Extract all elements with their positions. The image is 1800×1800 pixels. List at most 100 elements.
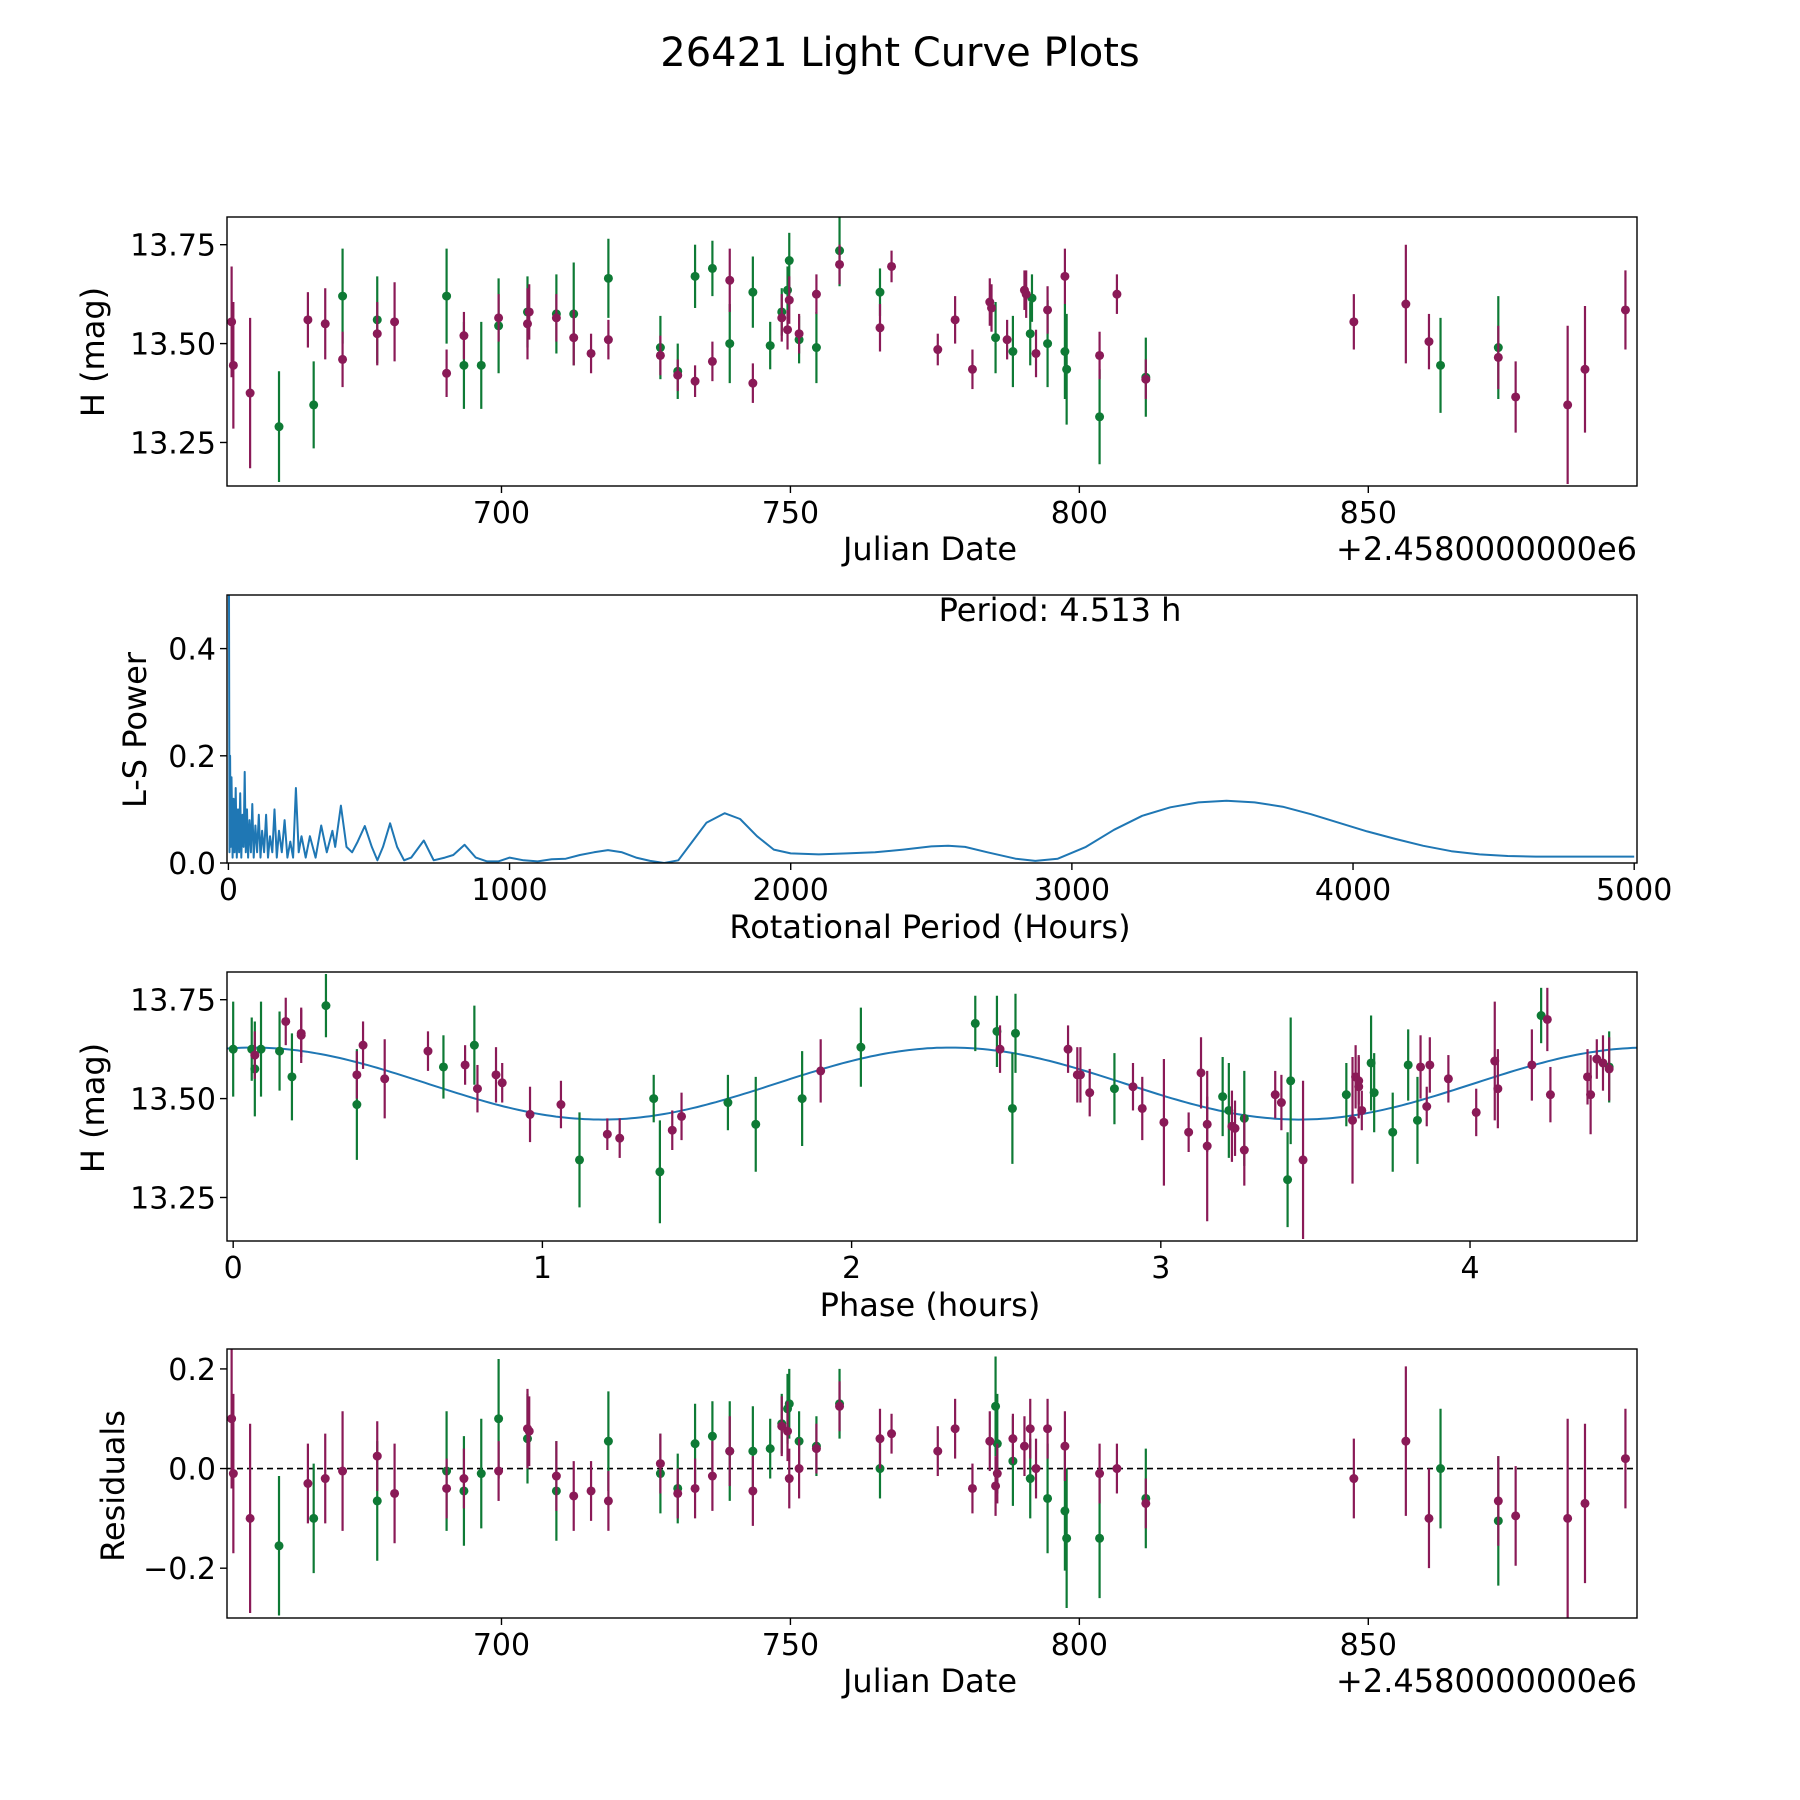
data-marker (1403, 1060, 1413, 1070)
data-point (497, 1062, 507, 1103)
data-marker (1031, 348, 1041, 358)
data-point (442, 349, 452, 397)
data-point (603, 319, 613, 360)
data-point (991, 1456, 1001, 1516)
data-point (556, 1080, 566, 1129)
data-point (1412, 1076, 1422, 1164)
data-marker (1620, 305, 1630, 315)
data-marker (887, 1429, 897, 1439)
data-point (1095, 1443, 1105, 1504)
data-marker (551, 313, 561, 323)
data-point (856, 1007, 866, 1087)
data-marker (1580, 1498, 1590, 1508)
data-marker (303, 1479, 313, 1488)
data-marker (875, 323, 885, 333)
data-marker (1031, 1464, 1041, 1474)
x-tick-label: 1000 (471, 873, 547, 908)
data-marker (603, 1436, 613, 1446)
data-point (673, 359, 683, 392)
data-point (1536, 987, 1546, 1044)
data-point (1471, 1088, 1481, 1137)
data-point (1357, 1090, 1367, 1131)
data-marker (835, 1401, 845, 1411)
data-point (228, 302, 238, 429)
data-point (1043, 1443, 1053, 1554)
data-point (390, 1443, 400, 1544)
data-point (603, 1471, 613, 1531)
data-point (615, 1118, 625, 1158)
data-point (1493, 1456, 1503, 1546)
data-point (1425, 1037, 1435, 1093)
data-point (525, 1086, 535, 1143)
data-point (1493, 1049, 1503, 1129)
data-point (748, 1456, 758, 1526)
data-marker (274, 422, 284, 432)
data-point (1043, 1398, 1053, 1459)
data-point (992, 1443, 1002, 1504)
residuals-x-offset-label: +2.4580000000e6 (1336, 1662, 1637, 1700)
data-marker (655, 1167, 665, 1177)
data-marker (1511, 392, 1521, 402)
y-tick-label: 13.50 (130, 328, 216, 363)
data-point (887, 250, 897, 283)
data-marker (1493, 1084, 1503, 1094)
data-marker (228, 1044, 238, 1054)
phased-axes-frame (226, 971, 1638, 1242)
data-marker (875, 1434, 885, 1444)
data-marker (372, 329, 382, 339)
data-point (1604, 1037, 1614, 1101)
data-marker (748, 1486, 758, 1496)
x-tick-label: 0 (224, 1251, 243, 1286)
data-marker (296, 1030, 306, 1040)
data-marker (603, 335, 613, 345)
data-point (1095, 331, 1105, 380)
data-marker (1095, 1533, 1105, 1543)
data-marker (442, 291, 452, 301)
lightcurve-x-axis-label: Julian Date (841, 530, 1017, 568)
data-marker (1443, 1074, 1453, 1084)
data-marker (551, 1471, 561, 1481)
data-point (372, 1421, 382, 1491)
data-marker (1025, 329, 1035, 339)
data-point (1043, 286, 1053, 334)
data-point (995, 1025, 1005, 1073)
data-marker (352, 1070, 362, 1080)
data-point (338, 331, 348, 388)
data-point (1075, 1047, 1085, 1103)
data-point (1349, 1438, 1359, 1519)
data-point (1062, 313, 1072, 425)
data-point (649, 1074, 659, 1123)
data-point (1493, 325, 1503, 390)
data-point (1063, 1025, 1073, 1073)
data-marker (690, 376, 700, 386)
y-tick-label: 13.50 (130, 1083, 216, 1118)
data-marker (987, 303, 997, 313)
data-marker (476, 1469, 486, 1479)
data-marker (1095, 350, 1105, 360)
data-marker (524, 307, 534, 317)
data-point (950, 1398, 960, 1459)
data-point (887, 1413, 897, 1454)
data-marker (460, 1060, 470, 1070)
data-marker (586, 1486, 596, 1496)
data-point (1085, 1068, 1095, 1117)
data-point (575, 1112, 584, 1208)
data-point (1563, 1418, 1573, 1618)
data-marker (1422, 1102, 1432, 1111)
data-marker (1388, 1127, 1398, 1137)
data-marker (1563, 1513, 1573, 1523)
data-marker (1286, 1076, 1296, 1086)
data-marker (797, 1094, 807, 1104)
phased-plot-area (227, 973, 1637, 1240)
data-marker (723, 1098, 733, 1108)
data-marker (256, 1044, 266, 1054)
data-point (551, 294, 561, 342)
data-point (1239, 1114, 1249, 1186)
y-tick-label: 13.75 (130, 229, 216, 264)
data-marker (751, 1119, 761, 1129)
data-point (442, 1458, 452, 1519)
data-point (491, 1047, 501, 1103)
data-marker (1598, 1058, 1608, 1068)
data-marker (1369, 1088, 1379, 1098)
data-marker (673, 1488, 683, 1498)
